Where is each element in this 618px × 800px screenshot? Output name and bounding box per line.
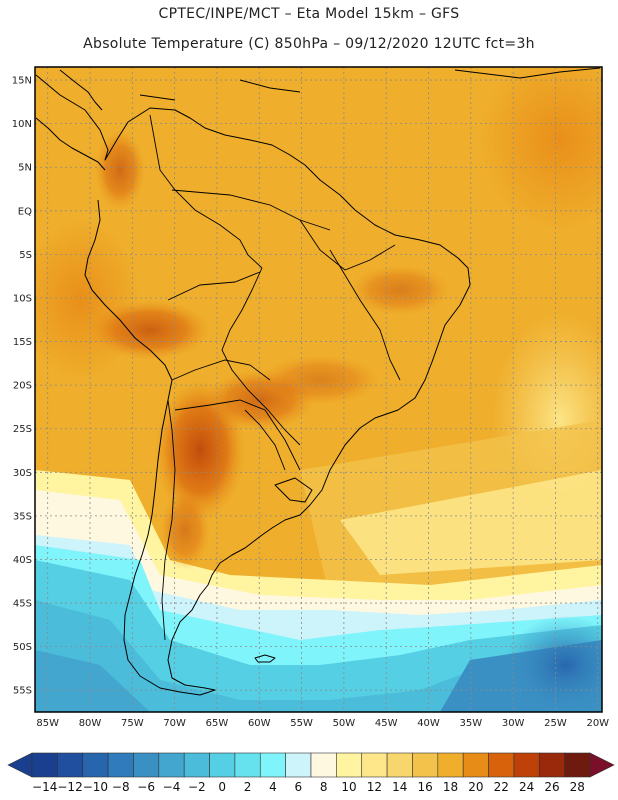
latitude-label: 40S bbox=[13, 555, 32, 566]
colorbar-swatch bbox=[488, 752, 515, 778]
colorbar-label: 14 bbox=[392, 780, 407, 794]
colorbar-swatch bbox=[107, 752, 134, 778]
colorbar-swatch bbox=[310, 752, 337, 778]
map-frame bbox=[34, 66, 603, 713]
colorbar-swatch bbox=[183, 752, 210, 778]
latitude-label: 10N bbox=[12, 119, 32, 130]
colorbar-swatch bbox=[336, 752, 363, 778]
latitude-label: 10S bbox=[13, 293, 32, 304]
longitude-label: 45W bbox=[375, 718, 398, 729]
latitude-label: 15N bbox=[12, 76, 32, 87]
longitude-label: 55W bbox=[290, 718, 313, 729]
latitude-label: 50S bbox=[13, 642, 32, 653]
colorbar-swatch bbox=[513, 752, 540, 778]
latitude-label: 25S bbox=[13, 424, 32, 435]
colorbar-label: 10 bbox=[341, 780, 356, 794]
colorbar-label: 0 bbox=[218, 780, 226, 794]
colorbar-swatch bbox=[361, 752, 388, 778]
latitude-label: 20S bbox=[13, 381, 32, 392]
falklands bbox=[254, 654, 276, 663]
colorbar-label: −6 bbox=[137, 780, 155, 794]
colorbar-label: 18 bbox=[443, 780, 458, 794]
central-america-coastline bbox=[35, 69, 106, 171]
latitude-label: 55S bbox=[13, 686, 32, 697]
colorbar-label: 6 bbox=[294, 780, 302, 794]
colorbar-label: 26 bbox=[544, 780, 559, 794]
colorbar-left-arrow bbox=[7, 752, 33, 778]
colorbar-label: −12 bbox=[57, 780, 82, 794]
latitude-label: 35S bbox=[13, 511, 32, 522]
colorbar-swatch bbox=[564, 752, 591, 778]
map-title-line2: Absolute Temperature (C) 850hPa – 09/12/… bbox=[83, 36, 535, 52]
longitude-label: 25W bbox=[544, 718, 567, 729]
caribbean-coast bbox=[139, 67, 601, 101]
colorbar-swatch bbox=[158, 752, 185, 778]
longitude-label: 30W bbox=[502, 718, 525, 729]
colorbar-swatch bbox=[57, 752, 84, 778]
colorbar-swatch bbox=[437, 752, 464, 778]
latitude-label: 30S bbox=[13, 468, 32, 479]
coastlines bbox=[35, 67, 601, 696]
colorbar-label: 8 bbox=[320, 780, 328, 794]
colorbar-swatch bbox=[234, 752, 261, 778]
colorbar-label: 24 bbox=[519, 780, 534, 794]
colorbar-swatch bbox=[259, 752, 286, 778]
longitude-label: 70W bbox=[163, 718, 186, 729]
longitude-label: 85W bbox=[36, 718, 59, 729]
latitude-label: 15S bbox=[13, 337, 32, 348]
latitude-label: 5N bbox=[18, 163, 32, 174]
uruguay bbox=[274, 477, 313, 503]
colorbar-swatch bbox=[209, 752, 236, 778]
colorbar-swatch bbox=[412, 752, 439, 778]
latitude-label: 45S bbox=[13, 599, 32, 610]
longitude-label: 20W bbox=[586, 718, 609, 729]
colorbar-label: 2 bbox=[244, 780, 252, 794]
colorbar-label: −2 bbox=[188, 780, 206, 794]
latitude-labels: 15N 10N 5N EQ 5S 10S 15S 20S 25S 30S 35S 40S 45S 50S 5… bbox=[12, 76, 32, 697]
colorbar-swatch bbox=[538, 752, 565, 778]
colorbar-label: 4 bbox=[269, 780, 277, 794]
colorbar-swatch bbox=[462, 752, 489, 778]
colorbar: −14 −12 −10 −8 −6 −4 −2 0 2 4 6 8 10 12 14 16 18 20 22 24 26… bbox=[7, 752, 615, 794]
longitude-label: 75W bbox=[121, 718, 144, 729]
colorbar-label: −14 bbox=[32, 780, 57, 794]
colorbar-label: 20 bbox=[468, 780, 483, 794]
south-america-coastline bbox=[35, 74, 471, 696]
colorbar-label: 12 bbox=[367, 780, 382, 794]
colorbar-label: 22 bbox=[494, 780, 509, 794]
latitude-label: 5S bbox=[19, 250, 32, 261]
longitude-label: 80W bbox=[79, 718, 102, 729]
colorbar-label: −10 bbox=[83, 780, 108, 794]
latitude-label: EQ bbox=[18, 206, 32, 217]
map-title-line1: CPTEC/INPE/MCT – Eta Model 15km – GFS bbox=[158, 6, 460, 22]
colorbar-swatch bbox=[386, 752, 413, 778]
longitude-label: 60W bbox=[248, 718, 271, 729]
colorbar-label: −8 bbox=[112, 780, 130, 794]
longitude-label: 35W bbox=[460, 718, 483, 729]
colorbar-label: 16 bbox=[417, 780, 432, 794]
country-borders bbox=[149, 114, 401, 641]
colorbar-swatch bbox=[133, 752, 160, 778]
longitude-label: 50W bbox=[333, 718, 356, 729]
temperature-field bbox=[35, 67, 602, 712]
colorbar-label: 28 bbox=[570, 780, 585, 794]
colorbar-label: −4 bbox=[163, 780, 181, 794]
colorbar-swatch bbox=[82, 752, 109, 778]
longitude-label: 40W bbox=[417, 718, 440, 729]
longitude-label: 65W bbox=[206, 718, 229, 729]
longitude-labels: 85W 80W 75W 70W 65W 60W 55W 50W 45W 40W 35W 30W 25W 2… bbox=[36, 718, 609, 729]
colorbar-swatch bbox=[285, 752, 312, 778]
colorbar-swatch bbox=[31, 752, 58, 778]
colorbar-right-arrow bbox=[589, 752, 615, 778]
